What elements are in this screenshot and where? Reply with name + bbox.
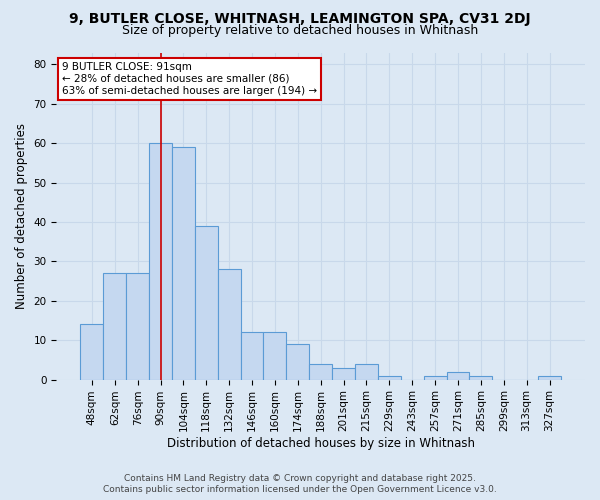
- Bar: [149, 143, 172, 380]
- Y-axis label: Number of detached properties: Number of detached properties: [15, 123, 28, 309]
- Bar: [424, 376, 446, 380]
- Bar: [469, 376, 493, 380]
- Text: Size of property relative to detached houses in Whitnash: Size of property relative to detached ho…: [122, 24, 478, 37]
- Bar: [446, 372, 469, 380]
- Bar: [332, 368, 355, 380]
- Text: Contains HM Land Registry data © Crown copyright and database right 2025.
Contai: Contains HM Land Registry data © Crown c…: [103, 474, 497, 494]
- Bar: [218, 270, 241, 380]
- X-axis label: Distribution of detached houses by size in Whitnash: Distribution of detached houses by size …: [167, 437, 475, 450]
- Text: 9 BUTLER CLOSE: 91sqm
← 28% of detached houses are smaller (86)
63% of semi-deta: 9 BUTLER CLOSE: 91sqm ← 28% of detached …: [62, 62, 317, 96]
- Bar: [309, 364, 332, 380]
- Bar: [378, 376, 401, 380]
- Bar: [172, 147, 195, 380]
- Bar: [286, 344, 309, 380]
- Bar: [538, 376, 561, 380]
- Bar: [80, 324, 103, 380]
- Text: 9, BUTLER CLOSE, WHITNASH, LEAMINGTON SPA, CV31 2DJ: 9, BUTLER CLOSE, WHITNASH, LEAMINGTON SP…: [69, 12, 531, 26]
- Bar: [263, 332, 286, 380]
- Bar: [355, 364, 378, 380]
- Bar: [195, 226, 218, 380]
- Bar: [241, 332, 263, 380]
- Bar: [103, 273, 126, 380]
- Bar: [126, 273, 149, 380]
